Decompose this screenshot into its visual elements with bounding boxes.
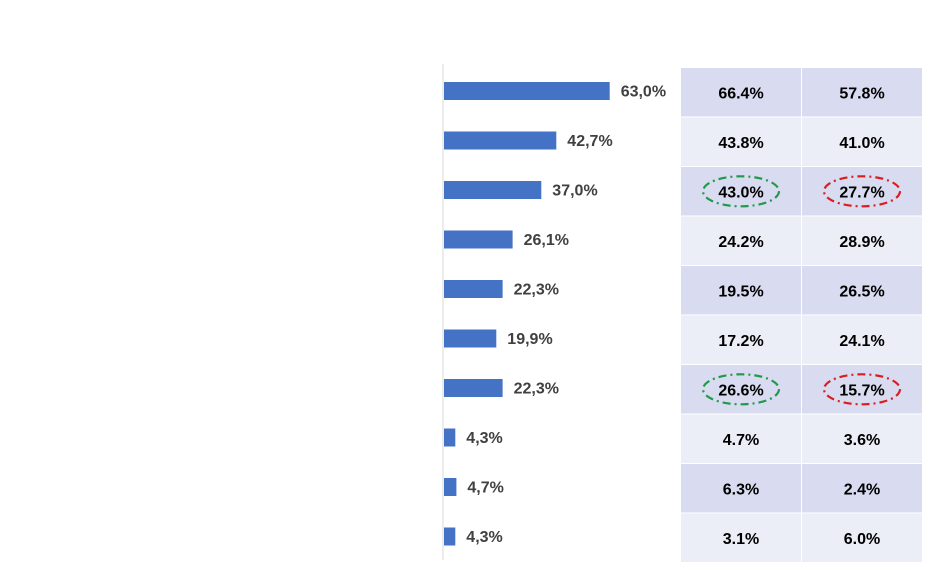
table-cell-value: 3.6% (844, 432, 880, 449)
bar-value-label: 63,0% (621, 84, 666, 101)
table-cell-value: 24.1% (839, 333, 884, 350)
table-cell (681, 464, 801, 513)
bar-value-label: 42,7% (567, 133, 612, 150)
bar-value-label: 22,3% (514, 282, 559, 299)
table-cell-value: 17.2% (718, 333, 763, 350)
table-cell-value: 27.7% (839, 184, 884, 201)
bar-value-label: 4,7% (467, 480, 503, 497)
table-cell-value: 6.0% (844, 531, 880, 548)
bar-value-label: 26,1% (524, 232, 569, 249)
table-cell (681, 414, 801, 463)
table-cell-value: 26.5% (839, 283, 884, 300)
bar-1 (444, 82, 610, 100)
table-cell-value: 41.0% (839, 135, 884, 152)
bar-4 (444, 230, 513, 249)
table-cell-value: 3.1% (723, 531, 759, 548)
table-cell (802, 216, 922, 265)
table-cell (681, 315, 801, 364)
table-cell-value: 15.7% (839, 382, 884, 399)
table-cell-value: 19.5% (718, 283, 763, 300)
table-cell (802, 414, 922, 463)
bar-value-label: 19,9% (507, 331, 552, 348)
table-cell (802, 315, 922, 364)
bar-value-label: 4,3% (466, 529, 502, 546)
table-cell (802, 365, 922, 414)
bar-6 (444, 329, 497, 348)
comparison-table: 66.4% 57.8% 43.8% 41.0% 43.0% 27.7% 24.2% 28.9%… (681, 68, 922, 562)
table-cell-value: 2.4% (844, 481, 880, 498)
bar-series: 63,0% 42,7% 37,0% 26,1% 22,3% 19,9% 22,3% 4,3% 4… (444, 82, 666, 546)
table-cell (681, 365, 801, 414)
bar-7 (444, 379, 503, 397)
table-cell-value: 26.6% (718, 382, 763, 399)
table-cell-value: 28.9% (839, 234, 884, 251)
table-cell-value: 43.0% (718, 184, 763, 201)
bar-10 (444, 527, 456, 546)
bar-value-label: 37,0% (552, 183, 597, 200)
table-cell (681, 216, 801, 265)
table-cell-value: 66.4% (718, 85, 763, 102)
table-cell (681, 117, 801, 166)
table-cell (802, 167, 922, 216)
table-cell-value: 43.8% (718, 135, 763, 152)
table-cell (681, 167, 801, 216)
bar-9 (444, 478, 457, 496)
table-cell-value: 24.2% (718, 234, 763, 251)
table-cell (681, 513, 801, 562)
table-cell (802, 266, 922, 315)
table-cell-value: 6.3% (723, 481, 759, 498)
highlight-ellipse (822, 175, 902, 208)
bar-3 (444, 181, 542, 199)
table-cell (802, 68, 922, 117)
table-cell (802, 117, 922, 166)
highlight-ellipse (701, 373, 781, 406)
bar-value-label: 4,3% (466, 430, 502, 447)
bar-2 (444, 131, 557, 150)
table-cell (681, 266, 801, 315)
table-cell (802, 513, 922, 562)
table-cell-value: 4.7% (723, 432, 759, 449)
highlight-ellipse (822, 373, 902, 406)
bar-5 (444, 280, 503, 298)
bar-value-label: 22,3% (514, 381, 559, 398)
table-cell (802, 464, 922, 513)
bar-8 (444, 428, 456, 447)
table-cell (681, 68, 801, 117)
highlight-ellipse (701, 175, 781, 208)
table-cell-value: 57.8% (839, 85, 884, 102)
